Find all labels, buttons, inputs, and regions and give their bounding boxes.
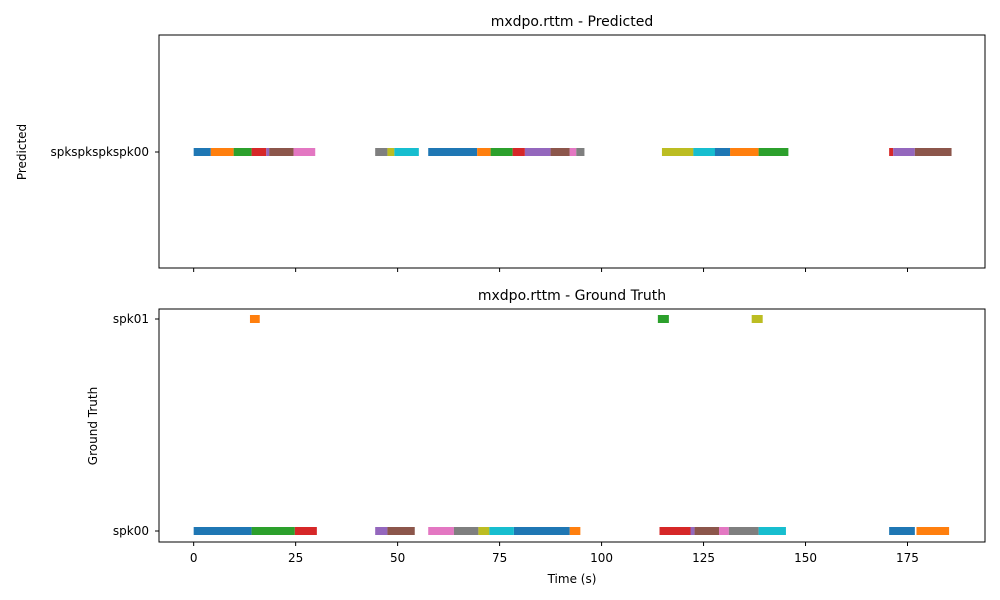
ground-truth-segment [294, 527, 317, 535]
predicted-segment [576, 148, 585, 156]
predicted-segment [550, 148, 570, 156]
ground-truth-segment [513, 527, 570, 535]
predicted-segment [914, 148, 952, 156]
ground-truth-segment [690, 527, 695, 535]
predicted-segment [893, 148, 915, 156]
predicted-segment [714, 148, 731, 156]
predicted-panel: mxdpo.rttm - Predicted Predicted spkspks… [15, 14, 986, 272]
predicted-segment [428, 148, 478, 156]
predicted-y-axis-label: Predicted [15, 124, 29, 180]
x-tick-label: 150 [794, 551, 817, 565]
predicted-segment [269, 148, 294, 156]
ground-truth-segment [453, 527, 479, 535]
ground-truth-x-ticks: 0 25 50 75 100 125 150 175 [190, 542, 919, 565]
predicted-segment [293, 148, 316, 156]
predicted-segment [233, 148, 252, 156]
ground-truth-segment [251, 527, 295, 535]
ground-truth-title: mxdpo.rttm - Ground Truth [478, 288, 666, 304]
ground-truth-segment [375, 527, 388, 535]
predicted-segment [387, 148, 395, 156]
ground-truth-segment [758, 527, 786, 535]
ground-truth-segment [694, 527, 720, 535]
ground-truth-segment [249, 315, 260, 323]
predicted-segment [266, 148, 270, 156]
ground-truth-segment [193, 527, 252, 535]
predicted-segment [524, 148, 551, 156]
ground-truth-y-axis-label: Ground Truth [86, 387, 100, 465]
predicted-segment [661, 148, 694, 156]
predicted-title: mxdpo.rttm - Predicted [491, 14, 654, 30]
ground-truth-segment [428, 527, 454, 535]
ground-truth-segment [657, 315, 669, 323]
ground-truth-y-tick-label-spk01: spk01 [113, 312, 149, 326]
ground-truth-plot-frame [158, 308, 986, 543]
ground-truth-segment [728, 527, 759, 535]
predicted-segment [251, 148, 267, 156]
ground-truth-segment [889, 527, 915, 535]
predicted-segment [730, 148, 759, 156]
ground-truth-segment [478, 527, 490, 535]
x-tick-label: 25 [288, 551, 303, 565]
predicted-segment [758, 148, 789, 156]
x-tick-label: 50 [390, 551, 405, 565]
ground-truth-segment [569, 527, 581, 535]
predicted-segment [210, 148, 234, 156]
predicted-segments [193, 148, 952, 156]
predicted-segment [477, 148, 491, 156]
ground-truth-panel: mxdpo.rttm - Ground Truth Ground Truth s… [86, 288, 986, 586]
predicted-segment [394, 148, 419, 156]
predicted-segment [569, 148, 577, 156]
ground-truth-segment [719, 527, 729, 535]
ground-truth-segment [387, 527, 415, 535]
predicted-segment [490, 148, 513, 156]
predicted-x-ticks [193, 268, 908, 272]
x-tick-label: 0 [190, 551, 198, 565]
ground-truth-y-tick-label-spk00: spk00 [113, 524, 149, 538]
predicted-segment [375, 148, 388, 156]
x-tick-label: 75 [492, 551, 507, 565]
predicted-plot-frame [158, 34, 986, 269]
predicted-segment [889, 148, 894, 156]
x-tick-label: 100 [590, 551, 613, 565]
ground-truth-segment [489, 527, 514, 535]
predicted-segment [693, 148, 715, 156]
ground-truth-segment [751, 315, 763, 323]
x-tick-label: 175 [896, 551, 919, 565]
predicted-segment [512, 148, 525, 156]
x-axis-label: Time (s) [547, 572, 597, 586]
x-tick-label: 125 [692, 551, 715, 565]
predicted-y-tick-label: spkspkspkspk00 [50, 145, 149, 159]
ground-truth-segments [193, 315, 950, 535]
ground-truth-segment [659, 527, 691, 535]
predicted-segment [193, 148, 211, 156]
ground-truth-segment [916, 527, 950, 535]
